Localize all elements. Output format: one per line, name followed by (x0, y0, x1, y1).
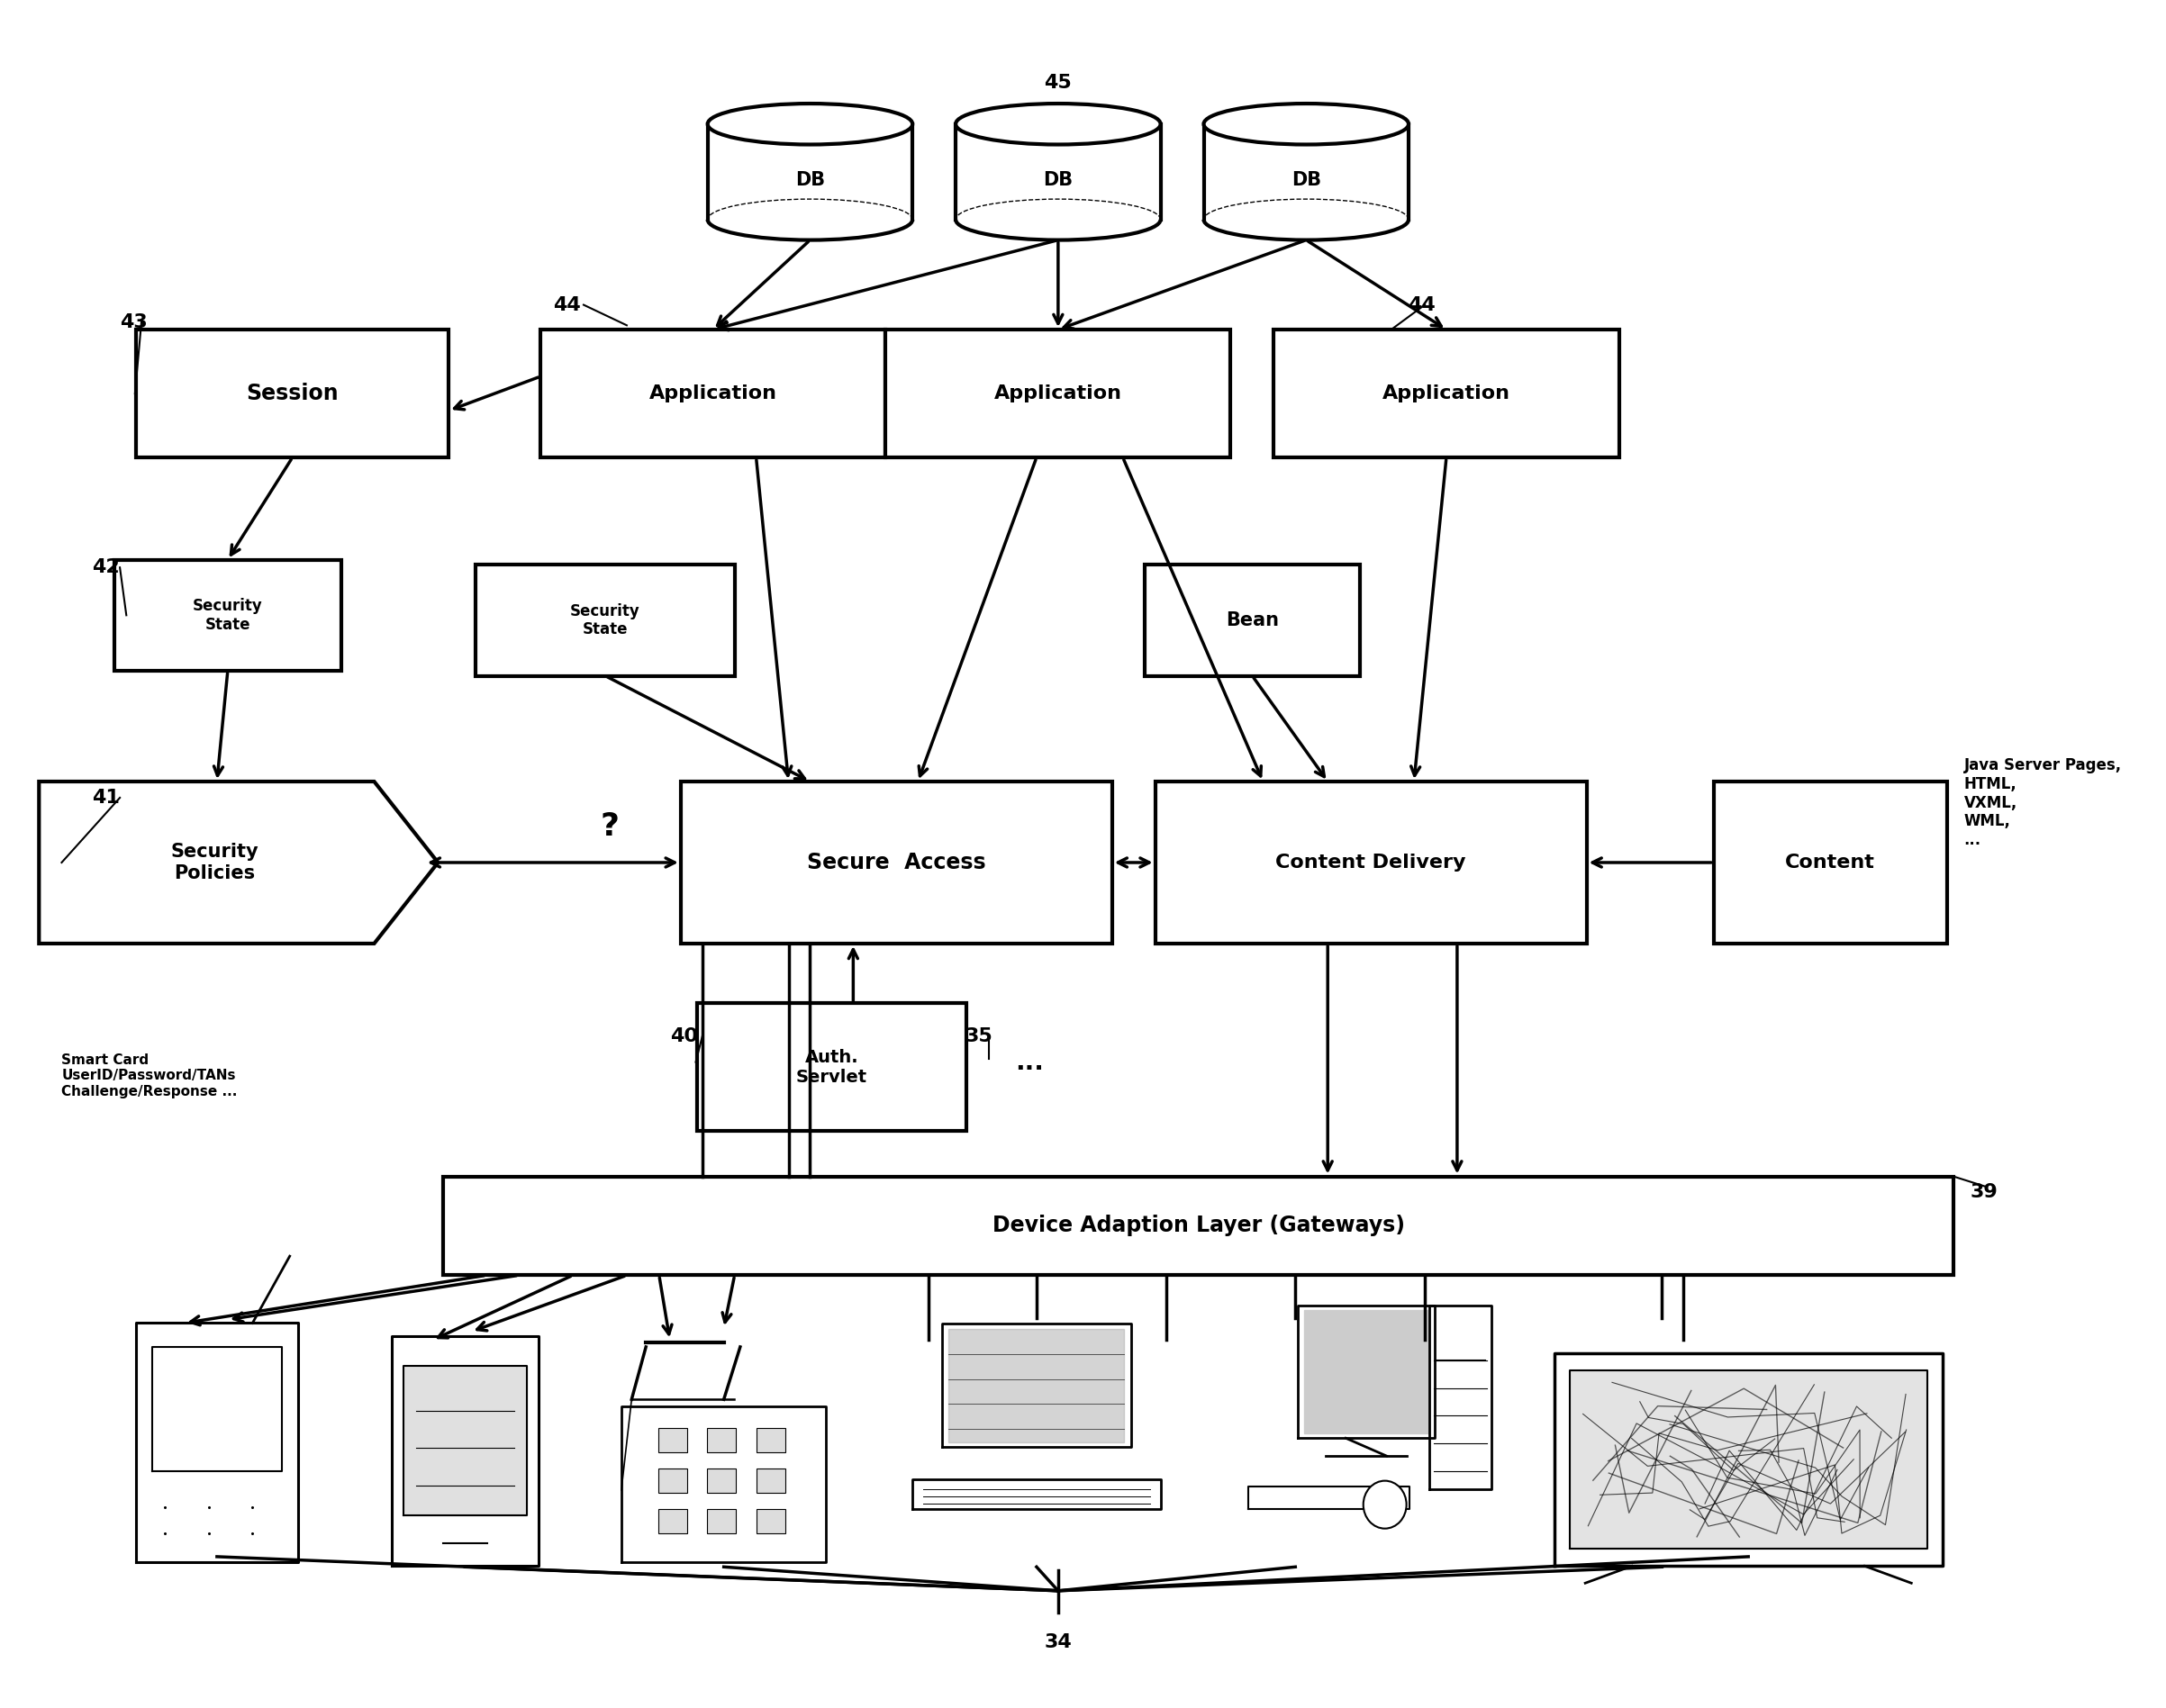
FancyBboxPatch shape (444, 1177, 1954, 1276)
Polygon shape (403, 1366, 526, 1515)
Text: Application: Application (1382, 384, 1510, 403)
FancyBboxPatch shape (542, 330, 886, 458)
Text: DB: DB (1291, 171, 1321, 190)
Text: 40: 40 (669, 1028, 697, 1045)
Text: Session: Session (247, 383, 338, 405)
Text: Security
State: Security State (570, 603, 641, 637)
FancyBboxPatch shape (1713, 782, 1947, 943)
Text: 39: 39 (1971, 1182, 1999, 1201)
FancyBboxPatch shape (1144, 565, 1360, 676)
FancyBboxPatch shape (886, 330, 1230, 458)
Text: 42: 42 (91, 559, 119, 577)
Text: Content Delivery: Content Delivery (1276, 854, 1466, 871)
Text: 44: 44 (552, 295, 580, 314)
Polygon shape (1570, 1370, 1928, 1549)
FancyBboxPatch shape (477, 565, 734, 676)
Polygon shape (1304, 1310, 1427, 1433)
Text: Security
State: Security State (193, 598, 262, 632)
FancyBboxPatch shape (756, 1469, 786, 1493)
Text: Application: Application (994, 384, 1122, 403)
Polygon shape (955, 125, 1161, 220)
FancyBboxPatch shape (756, 1428, 786, 1452)
Polygon shape (708, 125, 912, 220)
FancyBboxPatch shape (658, 1428, 687, 1452)
Text: 34: 34 (1044, 1633, 1072, 1652)
FancyBboxPatch shape (136, 330, 448, 458)
Ellipse shape (1362, 1481, 1406, 1529)
FancyBboxPatch shape (1274, 330, 1618, 458)
Text: DB: DB (795, 171, 825, 190)
FancyBboxPatch shape (658, 1510, 687, 1534)
Polygon shape (39, 782, 438, 943)
Text: Application: Application (650, 384, 778, 403)
Text: 43: 43 (119, 313, 147, 331)
Text: Content: Content (1785, 854, 1876, 871)
Text: 45: 45 (1044, 73, 1072, 92)
Text: ?: ? (600, 811, 619, 842)
Text: DB: DB (1044, 171, 1072, 190)
FancyBboxPatch shape (680, 782, 1111, 943)
Text: 41: 41 (91, 789, 119, 806)
Ellipse shape (708, 104, 912, 145)
FancyBboxPatch shape (697, 1003, 966, 1131)
FancyBboxPatch shape (1154, 782, 1586, 943)
FancyBboxPatch shape (708, 1469, 736, 1493)
Text: Security
Policies: Security Policies (171, 844, 258, 881)
Text: ...: ... (1016, 1049, 1044, 1074)
FancyBboxPatch shape (658, 1469, 687, 1493)
FancyBboxPatch shape (708, 1428, 736, 1452)
Text: Bean: Bean (1226, 611, 1278, 629)
Text: Smart Card
UserID/Password/TANs
Challenge/Response ...: Smart Card UserID/Password/TANs Challeng… (61, 1054, 238, 1098)
Text: Auth.
Servlet: Auth. Servlet (797, 1049, 866, 1086)
FancyBboxPatch shape (708, 1510, 736, 1534)
Ellipse shape (1204, 104, 1408, 145)
Text: Secure  Access: Secure Access (808, 852, 986, 873)
Ellipse shape (955, 104, 1161, 145)
FancyBboxPatch shape (756, 1510, 786, 1534)
Text: Device Adaption Layer (Gateways): Device Adaption Layer (Gateways) (992, 1214, 1404, 1237)
Text: Java Server Pages,
HTML,
VXML,
WML,
...: Java Server Pages, HTML, VXML, WML, ... (1965, 757, 2123, 849)
Polygon shape (949, 1329, 1124, 1442)
Polygon shape (1204, 125, 1408, 220)
Text: 44: 44 (1408, 295, 1436, 314)
Text: 35: 35 (966, 1028, 992, 1045)
FancyBboxPatch shape (115, 560, 340, 671)
